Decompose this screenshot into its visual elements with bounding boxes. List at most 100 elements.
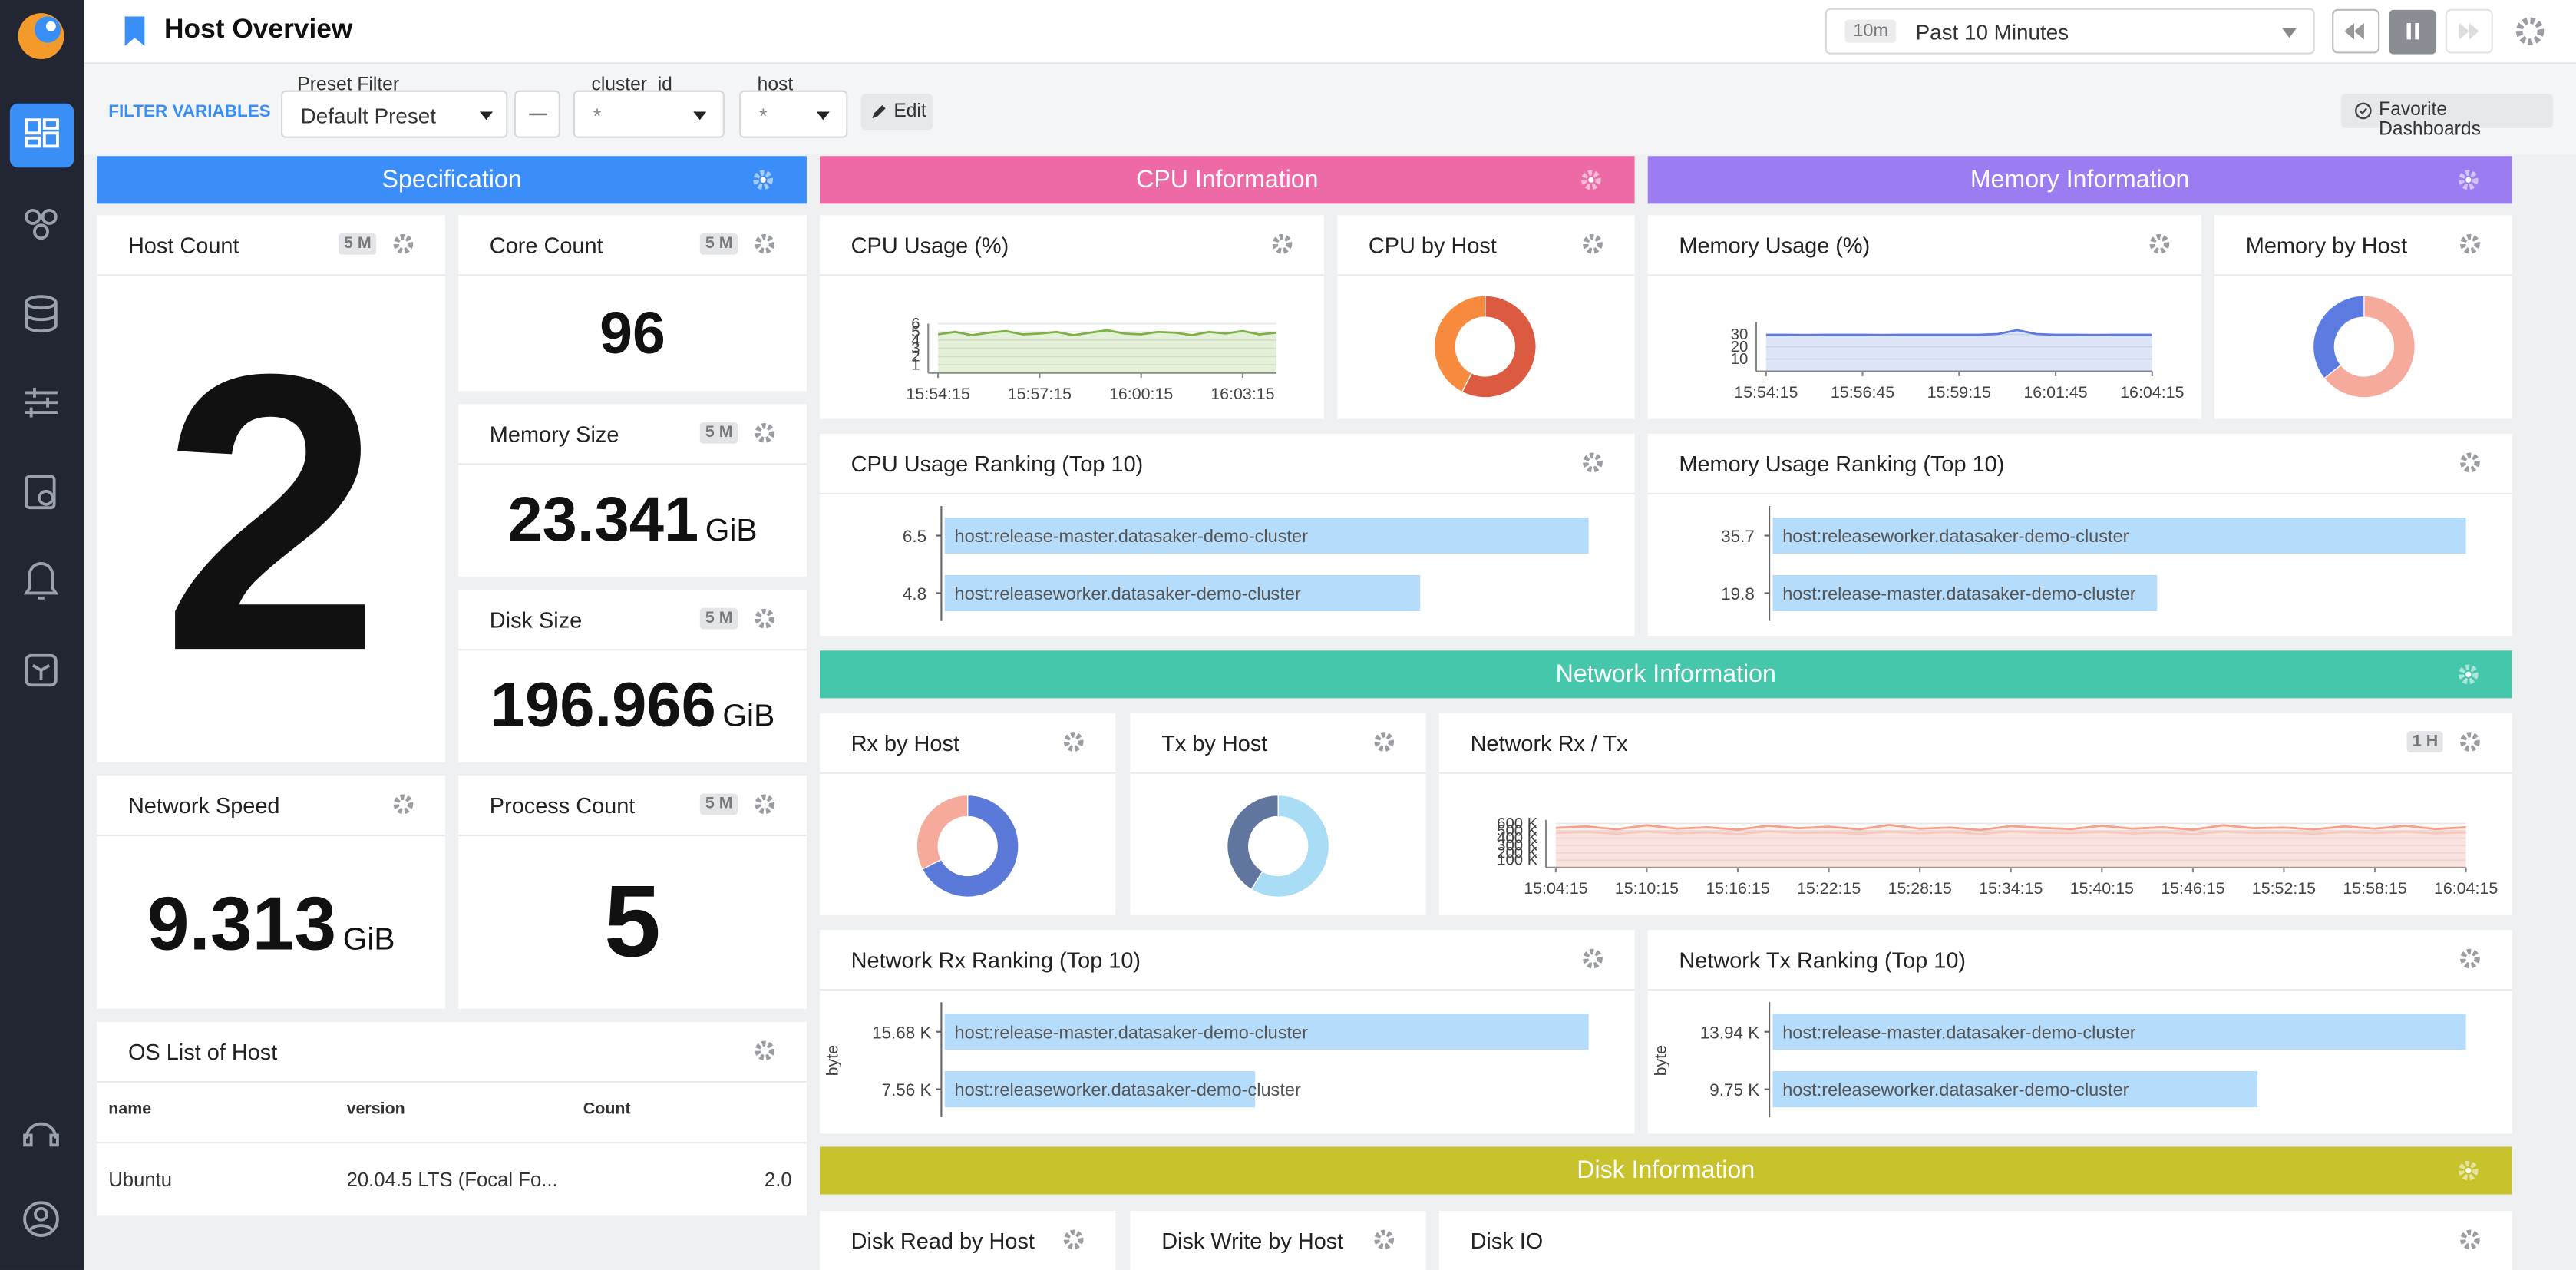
panel-title: Network Speed [127, 793, 280, 819]
gear-button[interactable] [393, 233, 414, 255]
gear-hole [1588, 177, 1594, 183]
section-title: Specification [381, 166, 522, 194]
gear-button[interactable] [1272, 233, 1293, 255]
gear-button[interactable] [1063, 1229, 1085, 1250]
gear-button[interactable] [2459, 948, 2481, 970]
gear-button[interactable] [754, 233, 775, 255]
panel: CPU by Host [1337, 215, 1635, 419]
caret [479, 111, 494, 121]
gear-button[interactable] [1582, 948, 1603, 970]
gear-button[interactable] [2458, 169, 2479, 190]
stat-value: 96 [599, 299, 665, 367]
section-header: CPU Information [820, 156, 1635, 204]
gear-ring [2460, 1229, 2480, 1250]
separator [820, 492, 1635, 495]
gear-button[interactable] [1582, 233, 1603, 255]
nav-dashboard[interactable] [9, 103, 74, 168]
gear-button[interactable] [1373, 731, 1395, 752]
gear-button[interactable] [754, 793, 775, 815]
stat-body: 23.341 GiB [458, 465, 807, 577]
nav-support[interactable] [25, 1122, 58, 1139]
gear-ring [753, 170, 774, 190]
section-header: Specification [97, 156, 807, 204]
nav-user[interactable] [23, 1201, 59, 1237]
gear-ring [2460, 452, 2480, 473]
badge: 5 M [700, 422, 738, 444]
cluster-select[interactable]: * [573, 90, 725, 138]
time-selector[interactable]: 10m Past 10 Minutes [1825, 8, 2315, 55]
gear-ring [1374, 732, 1395, 752]
table-cell: 20.04.5 LTS (Focal Fo... [346, 1168, 558, 1192]
nav-package[interactable] [25, 653, 58, 687]
gear-button[interactable] [393, 793, 414, 815]
panel-title: Memory Usage Ranking (Top 10) [1679, 451, 2005, 477]
gear-hole [2467, 459, 2473, 465]
nav-settings[interactable] [25, 391, 58, 414]
panel-title: Rx by Host [850, 731, 960, 756]
table-cell: 2.0 [764, 1168, 792, 1192]
nav-topology[interactable] [25, 208, 41, 225]
panel-title: Memory Usage (%) [1679, 233, 1871, 258]
gear-button[interactable] [2458, 663, 2479, 685]
gear-button[interactable] [1582, 451, 1603, 473]
gear-ring [2460, 732, 2480, 752]
caret [693, 111, 707, 121]
separator [1647, 989, 2512, 991]
gear-hole [2465, 671, 2472, 677]
host-value: * [758, 103, 768, 128]
settings-button[interactable] [2515, 17, 2545, 45]
edit-text: Edit [893, 101, 926, 122]
logo-eye [45, 21, 56, 31]
gear-button[interactable] [2459, 233, 2481, 255]
panel: Core Count 5 M 96 [458, 215, 807, 392]
panel-title: Memory by Host [2245, 233, 2408, 258]
gear-hole [761, 430, 768, 436]
host-select[interactable]: * [739, 90, 848, 138]
panel: Disk IO [1438, 1210, 2512, 1270]
stat-value: 9.313 [147, 879, 337, 966]
pause-button[interactable] [2388, 9, 2437, 55]
badge: 5 M [339, 233, 377, 255]
gear-button[interactable] [2149, 233, 2171, 255]
gear-button[interactable] [2459, 731, 2481, 752]
panel-title: Network Rx Ranking (Top 10) [850, 948, 1141, 973]
bookmark-icon[interactable] [124, 16, 147, 46]
gear-ring [1063, 1229, 1084, 1250]
gear-button[interactable] [1063, 731, 1085, 752]
gear-button[interactable] [752, 169, 774, 190]
gear-hole [2465, 177, 2472, 183]
reset-button[interactable] [514, 90, 560, 138]
gear-hole [2467, 241, 2473, 247]
gear-button[interactable] [2459, 1229, 2481, 1250]
gear-button[interactable] [2459, 451, 2481, 473]
stat-row: 196.966 GiB [490, 671, 774, 742]
gear-ring [1583, 233, 1603, 254]
gear-hole [760, 177, 766, 183]
gear-ring [2149, 233, 2170, 254]
nav-alert[interactable] [23, 562, 59, 595]
separator [1647, 274, 2202, 276]
gear-button[interactable] [1373, 1229, 1395, 1250]
separator [1647, 492, 2512, 495]
gear-button[interactable] [754, 422, 775, 444]
separator [820, 989, 1635, 991]
section-title: Disk Information [1577, 1156, 1755, 1185]
stat-body: 9.313 GiB [97, 836, 445, 1009]
stat-row: 2 [161, 316, 381, 710]
preset-select[interactable]: Default Preset [280, 90, 508, 138]
gear-button[interactable] [754, 1040, 775, 1061]
gear-button[interactable] [754, 608, 775, 630]
gear-button[interactable] [1580, 169, 1602, 190]
stat-row: 9.313 GiB [147, 878, 395, 967]
nav-database[interactable] [25, 295, 58, 310]
separator [820, 274, 1325, 276]
edit-button[interactable]: Edit [860, 93, 933, 131]
gear-hole [400, 801, 407, 808]
gear-hole [2467, 955, 2473, 962]
favorite-button[interactable]: Favorite Dashboards [2340, 93, 2554, 140]
gear-button[interactable] [2458, 1160, 2479, 1182]
gear-hole [1590, 955, 1596, 962]
panel: Network Rx / Tx 1 H [1438, 713, 2512, 915]
stat-row: 96 [599, 299, 665, 368]
nav-log[interactable] [25, 475, 56, 510]
